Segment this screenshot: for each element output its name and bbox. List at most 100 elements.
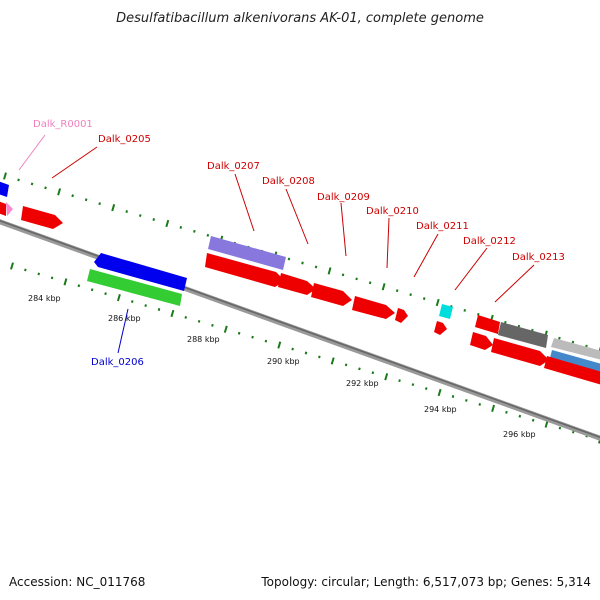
- gene-feature-0207-purple[interactable]: [208, 236, 286, 270]
- inner-minor-tick: [144, 304, 147, 307]
- gene-label-0212[interactable]: Dalk_0212: [463, 236, 516, 247]
- inner-major-tick: [598, 436, 600, 444]
- label-leaders: [18, 134, 535, 354]
- gene-label-0213[interactable]: Dalk_0213: [512, 252, 565, 263]
- inner-minor-tick: [411, 383, 415, 387]
- gene-feature-0212[interactable]: [434, 321, 447, 335]
- outer-minor-tick: [179, 226, 183, 229]
- genome-summary-text: Topology: circular; Length: 6,517,073 bp…: [260, 575, 591, 589]
- leader-0205: [51, 146, 98, 179]
- gene-label-R0001[interactable]: Dalk_R0001: [33, 119, 93, 130]
- leader-0206: [117, 308, 129, 354]
- tick-label: 286 kbp: [108, 314, 141, 323]
- tick-label: 292 kbp: [346, 379, 379, 388]
- outer-minor-tick: [463, 309, 467, 312]
- gene-label-0210[interactable]: Dalk_0210: [366, 206, 419, 217]
- inner-minor-tick: [211, 323, 214, 327]
- gene-feature-blue-left[interactable]: [0, 181, 9, 197]
- gene-label-0208[interactable]: Dalk_0208: [262, 176, 315, 187]
- outer-minor-tick: [355, 277, 358, 281]
- inner-major-tick: [384, 373, 389, 381]
- inner-minor-tick: [558, 426, 562, 430]
- inner-minor-tick: [291, 347, 294, 351]
- outer-minor-tick: [193, 229, 196, 233]
- inner-minor-tick: [197, 319, 201, 323]
- gene-feature-red-left[interactable]: [0, 201, 6, 216]
- inner-minor-tick: [518, 414, 522, 418]
- outer-minor-tick: [84, 198, 88, 202]
- inner-minor-tick: [104, 292, 107, 296]
- gene-feature-0209[interactable]: [311, 283, 352, 306]
- inner-minor-tick: [318, 355, 321, 359]
- gene-label-0211[interactable]: Dalk_0211: [416, 221, 469, 232]
- outer-major-tick: [381, 283, 386, 291]
- gene-feature-0207[interactable]: [205, 253, 285, 287]
- gene-feature-red-a[interactable]: [470, 332, 493, 350]
- inner-minor-tick: [424, 387, 428, 390]
- rna-feature-R0001[interactable]: [6, 202, 13, 216]
- inner-minor-tick: [398, 379, 401, 383]
- inner-minor-tick: [451, 395, 455, 398]
- accession-text: Accession: NC_011768: [9, 575, 145, 589]
- tick-label: 294 kbp: [424, 405, 457, 414]
- inner-minor-tick: [251, 335, 254, 339]
- outer-minor-tick: [558, 336, 561, 340]
- outer-minor-tick: [314, 265, 318, 269]
- outer-minor-tick: [341, 273, 345, 277]
- gene-feature-green[interactable]: [87, 269, 182, 306]
- gene-feature-0210[interactable]: [352, 296, 395, 319]
- inner-major-tick: [491, 404, 496, 412]
- gene-label-0205[interactable]: Dalk_0205: [98, 134, 151, 145]
- map-title: Desulfatibacillum alkenivorans AK-01, co…: [116, 11, 484, 26]
- gene-label-0209[interactable]: Dalk_0209: [317, 192, 370, 203]
- leader-0211: [413, 233, 439, 278]
- outer-minor-tick: [301, 261, 304, 265]
- inner-minor-tick: [371, 371, 375, 375]
- gene-feature-0208[interactable]: [278, 273, 316, 295]
- inner-major-tick: [223, 325, 228, 333]
- genome-backbone-edge: [0, 220, 600, 438]
- gene-feature-0213[interactable]: [475, 315, 500, 334]
- outer-minor-tick: [44, 186, 47, 190]
- gene-label-0207[interactable]: Dalk_0207: [207, 161, 260, 172]
- gene-feature-dark[interactable]: [498, 322, 548, 348]
- gene-feature-0211[interactable]: [395, 308, 408, 323]
- gene-feature-light[interactable]: [551, 338, 600, 360]
- inner-minor-tick: [358, 367, 361, 371]
- inner-major-tick: [277, 341, 282, 349]
- outer-minor-tick: [287, 257, 291, 261]
- inner-minor-tick: [264, 339, 268, 343]
- outer-minor-tick: [30, 182, 34, 186]
- leader-0213: [494, 264, 535, 303]
- inner-minor-tick: [344, 363, 348, 367]
- outer-minor-tick: [152, 218, 156, 221]
- inner-major-tick: [10, 262, 14, 270]
- inner-minor-tick: [37, 272, 41, 276]
- outer-minor-tick: [206, 233, 210, 237]
- outer-minor-tick: [71, 194, 74, 198]
- gene-label-0206[interactable]: Dalk_0206: [91, 357, 144, 368]
- outer-minor-tick: [125, 210, 128, 213]
- gene-feature-0205[interactable]: [21, 206, 63, 229]
- inner-minor-tick: [237, 331, 241, 335]
- gene-feature-steel[interactable]: [550, 350, 600, 372]
- outer-minor-tick: [422, 297, 426, 300]
- outer-minor-tick: [98, 202, 101, 206]
- inner-minor-tick: [478, 403, 482, 406]
- inner-minor-tick: [304, 351, 308, 355]
- inner-major-tick: [437, 388, 442, 397]
- outer-minor-tick: [368, 281, 372, 285]
- gene-feature-0206-blue[interactable]: [94, 253, 187, 291]
- tick-label: 296 kbp: [503, 430, 536, 439]
- gene-feature-red-c[interactable]: [544, 356, 600, 385]
- inner-major-tick: [330, 357, 335, 365]
- outer-major-tick: [111, 204, 116, 212]
- inner-minor-tick: [184, 316, 188, 319]
- gene-feature-0212-cyan[interactable]: [439, 304, 453, 319]
- inner-minor-tick: [24, 268, 27, 272]
- inner-minor-tick: [130, 300, 134, 303]
- gene-feature-red-b[interactable]: [491, 338, 549, 366]
- inner-minor-tick: [465, 399, 468, 402]
- inner-minor-tick: [531, 418, 535, 422]
